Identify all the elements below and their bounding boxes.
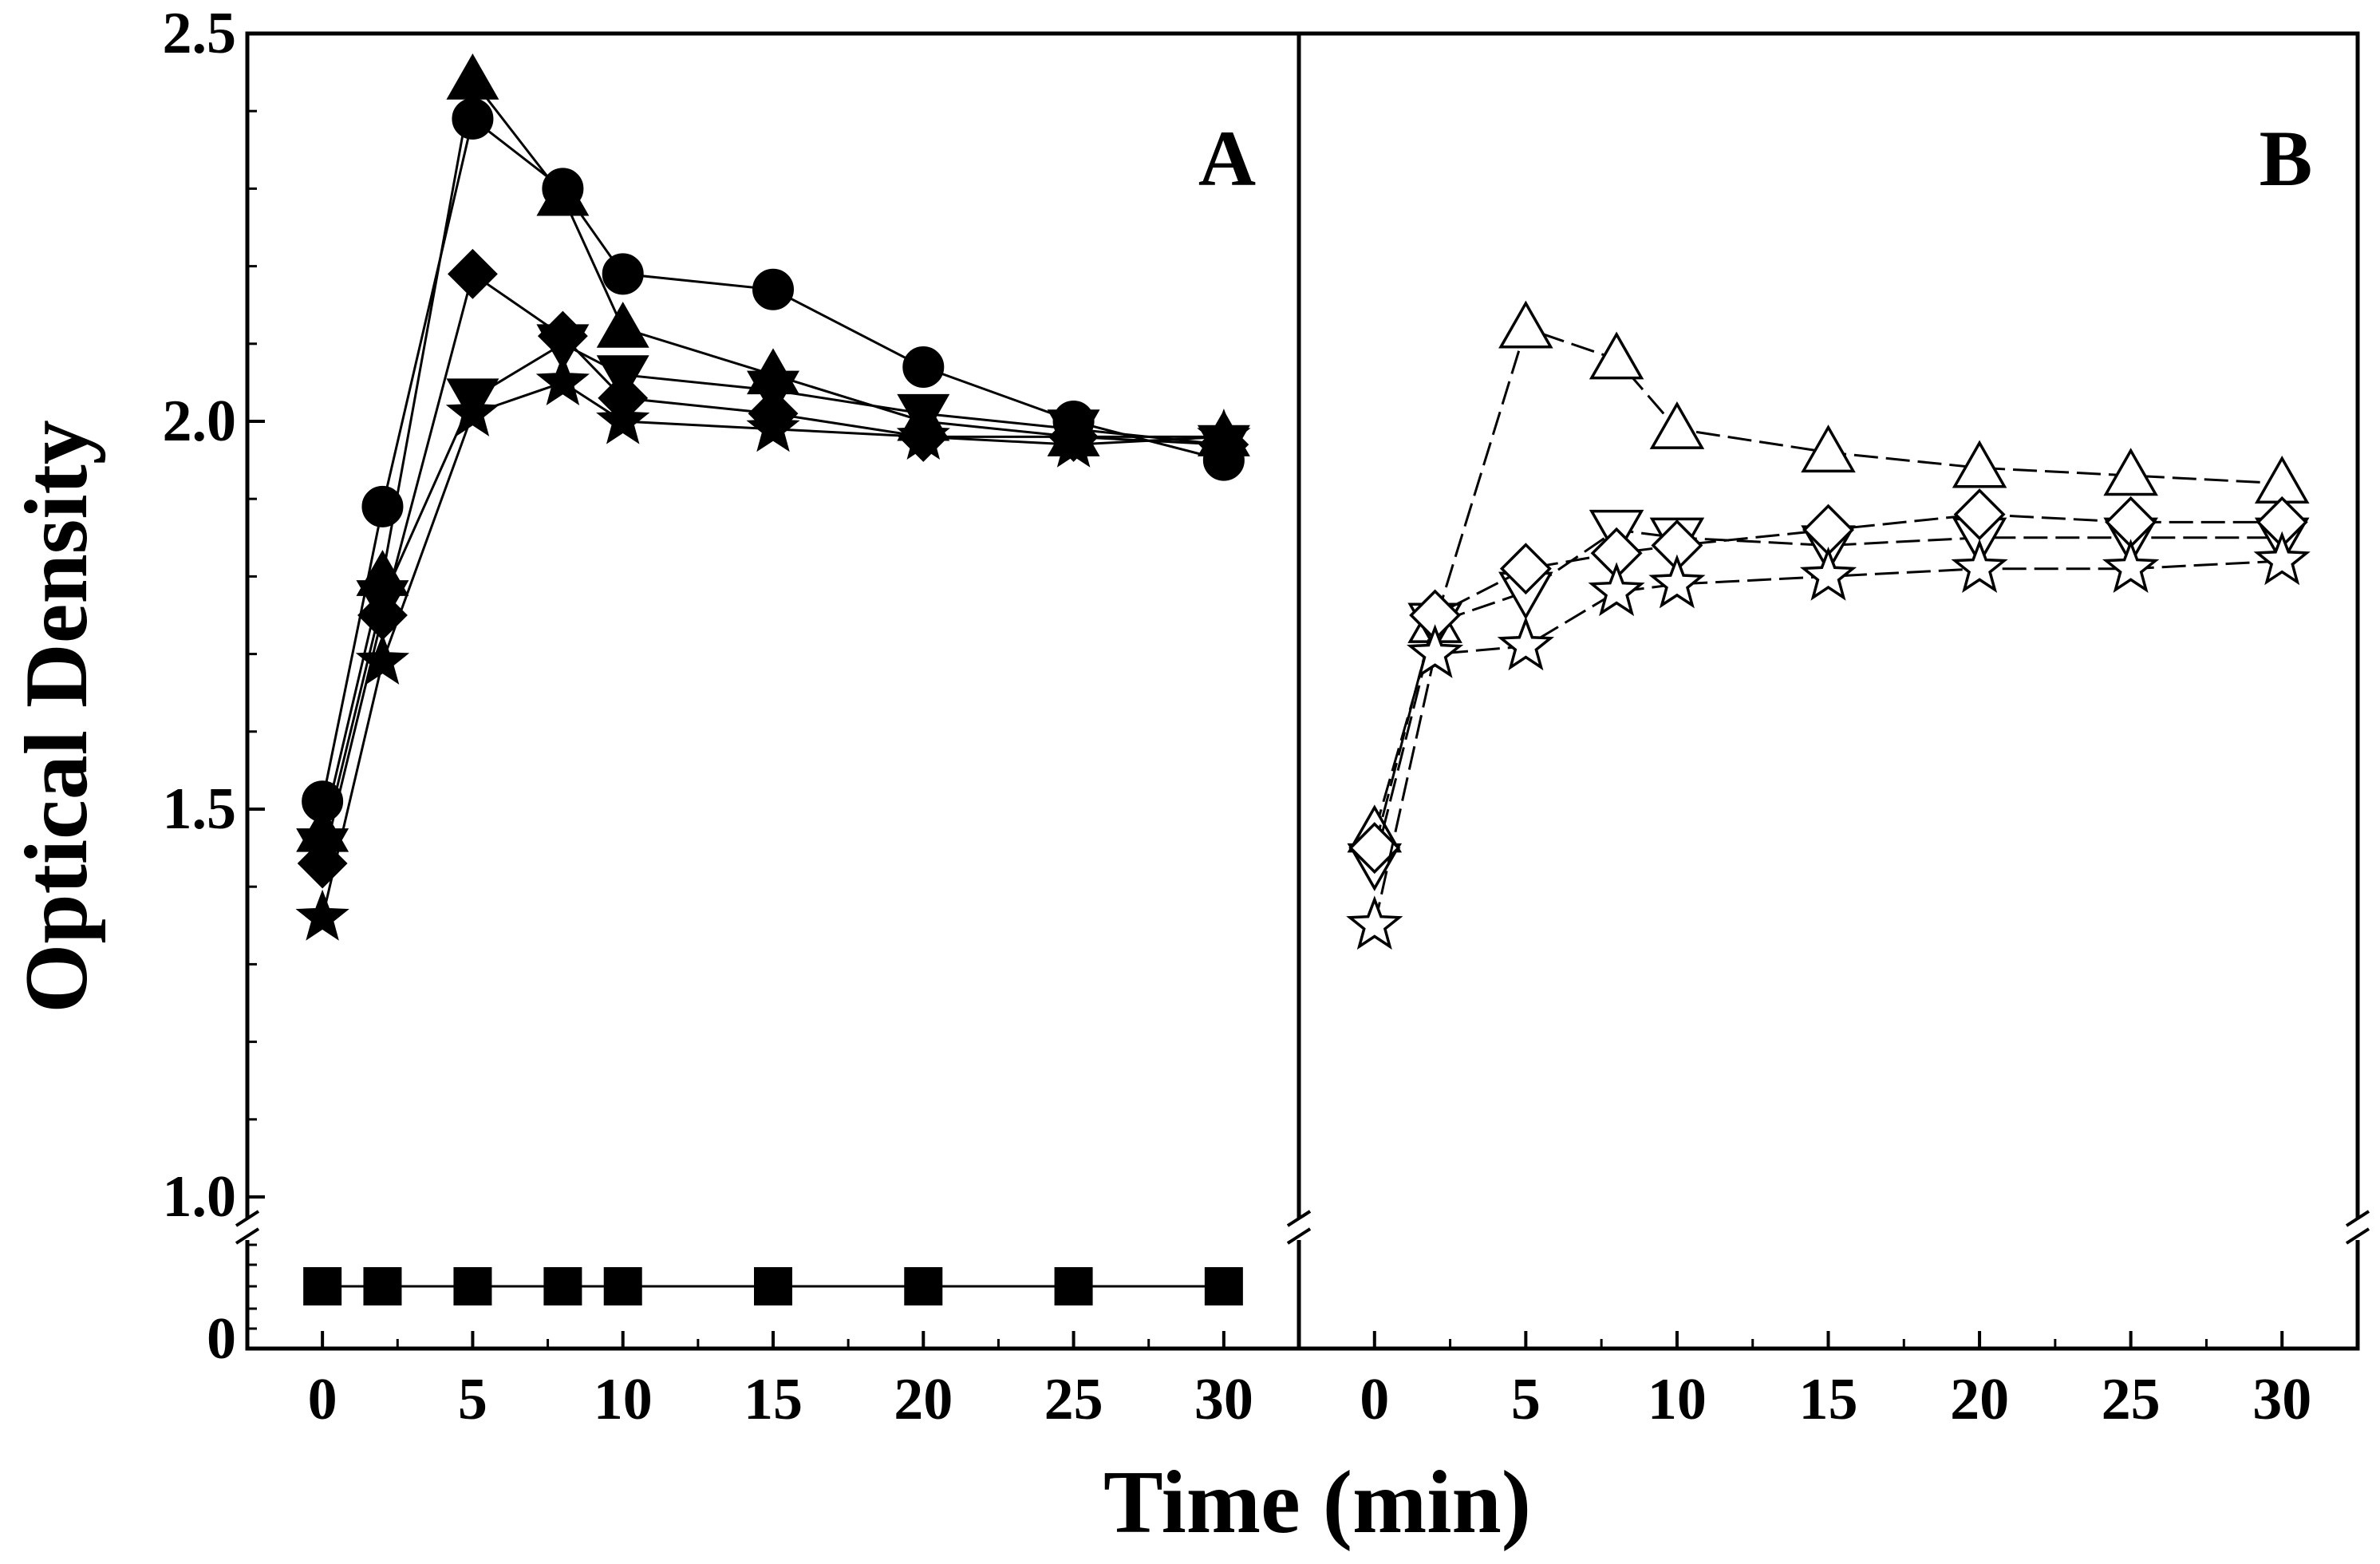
y-tick-label: 2.0 (163, 389, 237, 454)
data-point (536, 169, 590, 216)
data-point (2253, 531, 2311, 586)
x-tick-label: 25 (1044, 1367, 1103, 1432)
axis-break-mark (1286, 1210, 1312, 1245)
data-point (602, 253, 644, 295)
data-point (1054, 1267, 1093, 1305)
data-point (445, 385, 499, 436)
data-point (1799, 546, 1857, 601)
data-point (356, 580, 409, 626)
series-line (1373, 559, 2283, 926)
data-point (2105, 496, 2157, 548)
y-tick-label: 2.5 (163, 1, 237, 66)
x-tick-label: 30 (2252, 1367, 2311, 1432)
data-point (603, 1267, 642, 1305)
x-tick-label: 25 (2102, 1367, 2161, 1432)
data-point (543, 1267, 582, 1305)
data-point (754, 1267, 792, 1305)
data-point (1952, 440, 2007, 488)
panel-frame (245, 31, 1301, 1351)
series-filled-star (295, 354, 1251, 941)
plot-root: 0 5 10 15 20 25 30 1.0 1.5 2.0 2.5 0 A 0 5 10 15 20 25 30 B (163, 1, 2370, 1432)
data-point (536, 324, 590, 371)
x-tick-label: 15 (744, 1367, 803, 1432)
data-point (1406, 624, 1464, 678)
data-point (752, 268, 794, 310)
data-point (896, 409, 950, 460)
data-point (1499, 543, 1552, 595)
series-open-star (1346, 531, 2311, 950)
data-point (296, 828, 349, 875)
x-tick-label: 5 (1511, 1367, 1541, 1432)
data-point (2103, 448, 2158, 496)
x-tick-label: 0 (1360, 1367, 1389, 1432)
x-axis-title: Time (min) (1103, 1453, 1531, 1552)
data-point (355, 633, 410, 685)
data-point (902, 346, 945, 388)
axis-break-mark (2345, 1210, 2370, 1245)
data-point (446, 53, 499, 100)
data-point (453, 1267, 492, 1305)
series-filled-diamond (297, 248, 1249, 889)
data-point (904, 1267, 943, 1305)
x-tick-label: 10 (1648, 1367, 1707, 1432)
x-tick-label: 30 (1194, 1367, 1253, 1432)
data-point (448, 248, 498, 299)
data-point (1953, 488, 2006, 541)
data-point (363, 1267, 402, 1305)
x-tick-label: 10 (594, 1367, 653, 1432)
data-point (596, 393, 650, 444)
panel-label: B (2260, 114, 2313, 203)
panel-b: 0 5 10 15 20 25 30 B (1286, 31, 2370, 1432)
data-point (303, 1267, 342, 1305)
data-point (746, 401, 800, 452)
data-point (596, 302, 649, 348)
data-point (1047, 416, 1101, 468)
panel-a: 0 5 10 15 20 25 30 1.0 1.5 2.0 2.5 0 A (163, 1, 1312, 1432)
data-point (1951, 539, 2008, 594)
data-point (295, 889, 349, 941)
x-tick-label: 0 (308, 1367, 337, 1432)
series-filled-square (303, 1267, 1243, 1305)
data-point (1204, 1267, 1243, 1305)
series-line (321, 117, 1225, 802)
axis-break-mark (235, 1210, 260, 1245)
data-point (1346, 895, 1403, 950)
data-point (1801, 425, 1856, 473)
data-point (1649, 401, 1705, 449)
y-zero-label: 0 (207, 1306, 236, 1372)
data-point (2102, 539, 2160, 594)
panel-frame (1297, 31, 2360, 1351)
panel-label: A (1198, 114, 1256, 203)
data-point (1589, 331, 1644, 380)
data-point (1648, 554, 1706, 609)
data-point (1348, 822, 1401, 875)
data-point (535, 354, 590, 405)
x-tick-label: 20 (1950, 1367, 2009, 1432)
data-point (1498, 300, 1553, 349)
data-point (1588, 562, 1645, 617)
data-point (747, 370, 799, 417)
x-tick-label: 15 (1799, 1367, 1858, 1432)
series-open-diamond (1348, 488, 2308, 875)
y-tick-label: 1.5 (163, 776, 237, 842)
data-point (596, 355, 649, 401)
data-point (1197, 409, 1251, 460)
data-point (1497, 616, 1555, 671)
x-tick-label: 20 (894, 1367, 953, 1432)
data-point (2254, 455, 2310, 504)
series-filled-triangle-up (296, 53, 1250, 852)
x-tick-label: 5 (458, 1367, 487, 1432)
data-point (452, 97, 494, 140)
y-axis-title: Optical Density (7, 420, 106, 1013)
data-point (361, 485, 404, 527)
y-tick-label: 1.0 (163, 1164, 237, 1230)
